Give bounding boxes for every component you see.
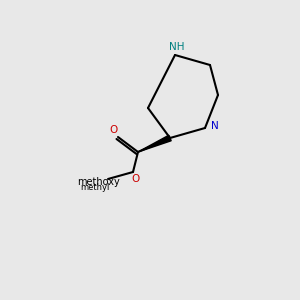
Text: NH: NH [169, 42, 185, 52]
Text: methoxy: methoxy [76, 177, 119, 187]
Text: methyl: methyl [80, 182, 110, 191]
Text: N: N [211, 121, 219, 131]
Text: O: O [131, 174, 139, 184]
Polygon shape [138, 135, 171, 152]
Text: O: O [109, 125, 117, 135]
